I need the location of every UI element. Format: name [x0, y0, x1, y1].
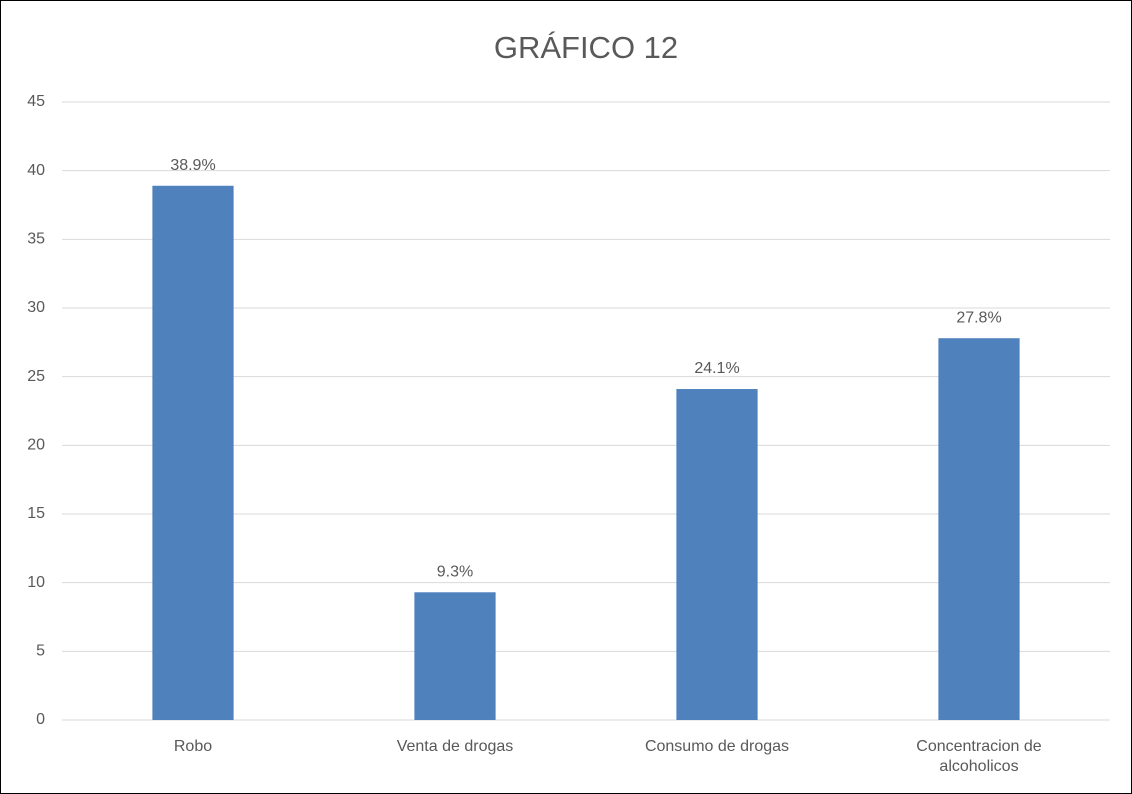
data-label: 38.9%	[170, 157, 215, 174]
y-tick-label: 0	[36, 711, 45, 728]
bar	[676, 389, 758, 720]
y-tick-label: 40	[27, 162, 45, 179]
y-tick-label: 5	[36, 643, 45, 660]
x-tick-label: Venta de drogas	[396, 738, 514, 755]
x-tick-label: Robo	[173, 738, 213, 755]
data-label: 24.1%	[694, 360, 739, 377]
data-label: 9.3%	[437, 563, 473, 580]
y-tick-label: 20	[27, 437, 45, 454]
chart-title: GRÁFICO 12	[494, 30, 678, 65]
y-tick-label: 25	[27, 368, 45, 385]
y-tick-label: 35	[27, 231, 45, 248]
y-tick-label: 15	[27, 505, 45, 522]
bar	[152, 185, 234, 721]
bar	[938, 338, 1020, 720]
y-tick-label: 45	[27, 93, 45, 110]
bar	[414, 592, 496, 720]
y-tick-label: 10	[27, 574, 45, 591]
x-tick-label: Consumo de drogas	[644, 738, 790, 755]
y-tick-label: 30	[27, 299, 45, 316]
data-label: 27.8%	[956, 309, 1001, 326]
x-tick-label: Concentracion de alcoholicos	[916, 738, 1042, 775]
